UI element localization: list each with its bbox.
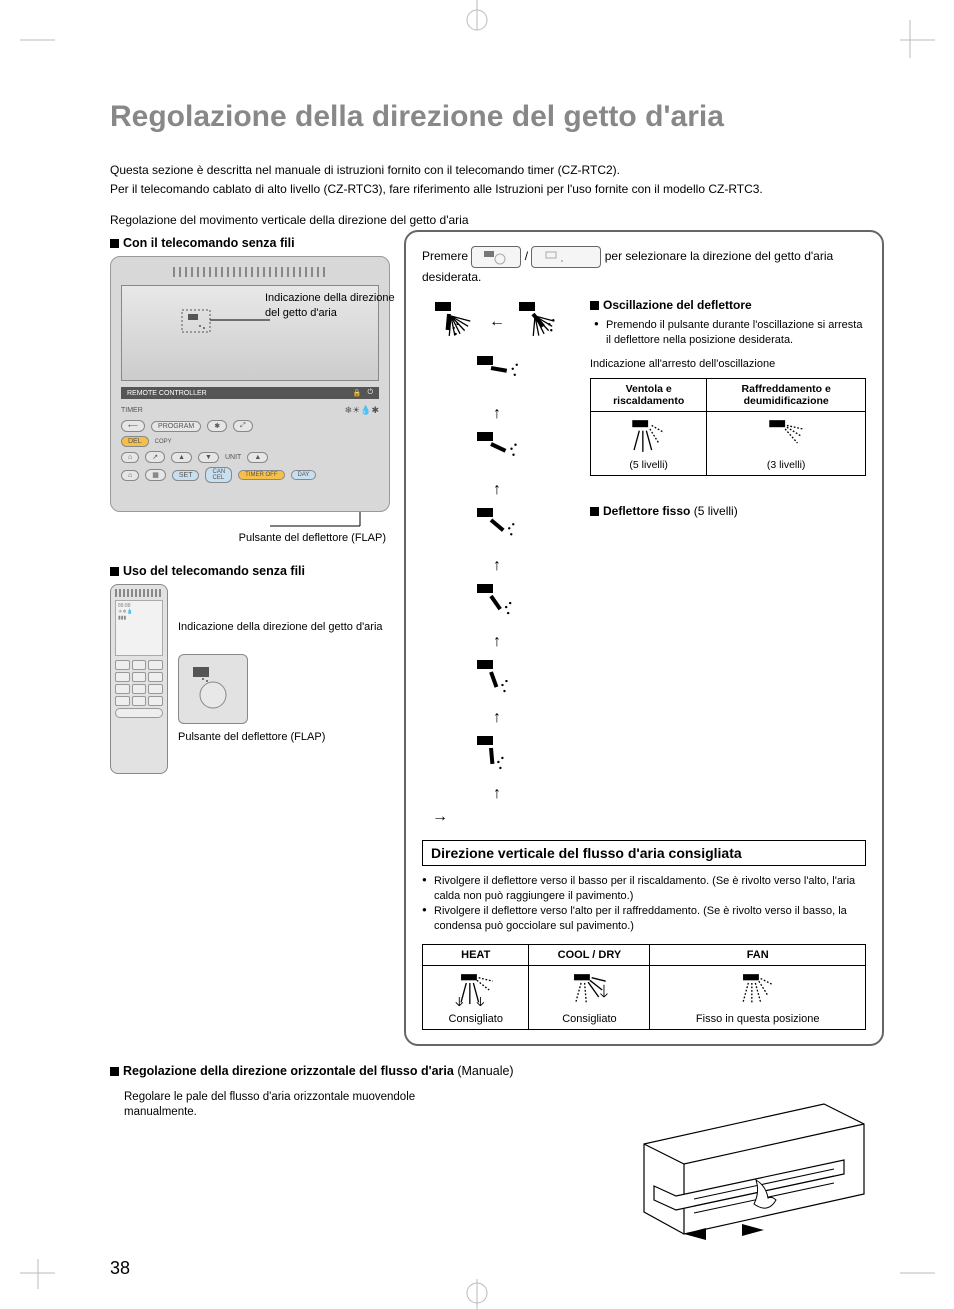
intro-p1: Questa sezione è descritta nel manuale d… — [110, 162, 884, 179]
flap-position-3 — [473, 504, 521, 552]
press-instruction: Premere / per selezionare la direzione d… — [422, 246, 866, 286]
oscillation-levels-table: Ventola e riscaldamentoRaffreddamento e … — [590, 378, 866, 476]
horizontal-text: Regolare le pale del flusso d'aria orizz… — [124, 1090, 464, 1249]
wireless-heading: Uso del telecomando senza fili — [110, 564, 390, 578]
remote-bar-label: REMOTE CONTROLLER — [127, 390, 207, 397]
rec-bullet-2: Rivolgere il deflettore verso l'alto per… — [422, 904, 866, 934]
horizontal-section: Regolazione della direzione orizzontale … — [110, 1064, 884, 1249]
left-column: Con il telecomando senza fili REMOTE CON… — [110, 230, 390, 1045]
flap-position-0: ← — [431, 298, 563, 346]
fixed-flap-section: Deflettore fisso (5 livelli) — [590, 504, 866, 518]
recommended-title: Direzione verticale del flusso d'aria co… — [422, 840, 866, 866]
page-title: Regolazione della direzione del getto d'… — [110, 100, 884, 134]
flap-position-6 — [473, 732, 521, 780]
fan-heat-icon — [597, 416, 700, 459]
recommended-table: HEATCOOL / DRYFAN Consigliato Consigliat… — [422, 944, 866, 1030]
intro-sub: Regolazione del movimento verticale dell… — [110, 212, 884, 229]
flap-position-5 — [473, 656, 521, 704]
flap-position-2 — [473, 428, 521, 476]
callout-lcd: Indicazione della direzione del getto d'… — [265, 291, 395, 320]
rec-bullet-1: Rivolgere il deflettore verso il basso p… — [422, 874, 866, 904]
flap-button-illustration — [178, 654, 248, 724]
flap-position-4 — [473, 580, 521, 628]
osc-caption: Indicazione all'arresto dell'oscillazion… — [590, 358, 866, 370]
wired-remote-illustration: REMOTE CONTROLLER🔒⏻ TIMER❄☀💧✱ ⟵PROGRAM✱⤢… — [110, 256, 390, 512]
wired-heading: Con il telecomando senza fili — [110, 236, 390, 250]
wireless-remote-illustration: 88:88☀❄💧▮▮▮ Indicazione della direzione … — [110, 584, 390, 774]
callout-wireless-flap: Pulsante del deflettore (FLAP) — [178, 730, 390, 744]
cool-dehum-icon — [713, 416, 859, 459]
flap-position-1 — [473, 352, 521, 400]
flap-key-alt-icon — [531, 246, 601, 268]
flap-key-icon — [471, 246, 521, 268]
oscillation-section: Oscillazione del deflettore Premendo il … — [590, 298, 866, 476]
callout-wireless-ind: Indicazione della direzione del getto d'… — [178, 620, 390, 634]
osc-bullet: Premendo il pulsante durante l'oscillazi… — [594, 318, 866, 348]
intro-p2: Per il telecomando cablato di alto livel… — [110, 181, 884, 198]
right-panel: Premere / per selezionare la direzione d… — [404, 230, 884, 1045]
ac-unit-illustration — [624, 1084, 884, 1249]
intro-block: Questa sezione è descritta nel manuale d… — [110, 162, 884, 228]
flap-position-stack: ←↑↑↑↑↑↑→ — [422, 298, 572, 826]
